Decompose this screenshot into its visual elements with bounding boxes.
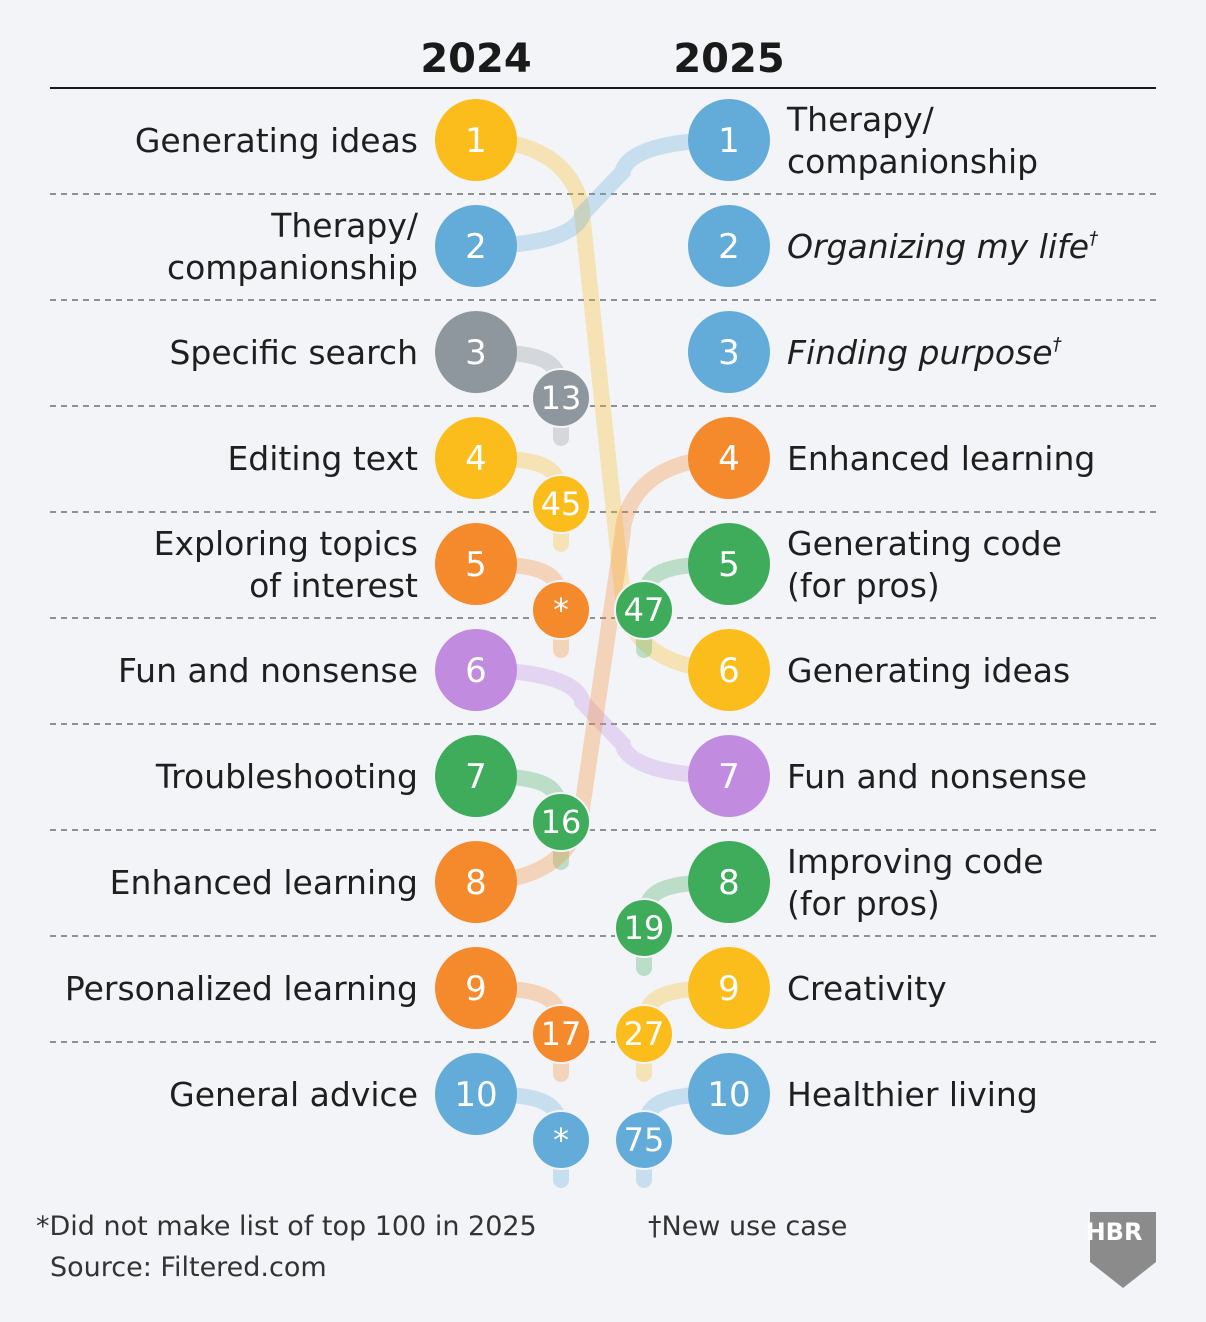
rank-change-ribbon [468, 662, 737, 784]
rank-2025-circle [688, 417, 770, 499]
rank-2025-number: 5 [718, 545, 740, 585]
rank-2024-circle [435, 1053, 517, 1135]
label-2025-line: Improving code [787, 842, 1044, 881]
new-use-case-dagger: † [1053, 334, 1063, 355]
footnote-dagger: †New use case [648, 1211, 847, 1242]
off-chart-rank-marker [531, 580, 591, 640]
label-2024-line: Enhanced learning [110, 863, 418, 902]
label-2025-line: Generating ideas [787, 651, 1070, 690]
label-2024-line: Specific search [169, 333, 418, 372]
rank-2025-number: 6 [718, 651, 740, 691]
rank-2024-circle [435, 523, 517, 605]
rank-2025-circle [688, 947, 770, 1029]
label-2024-line: Editing text [227, 439, 418, 478]
rank-2025-number: 1 [718, 121, 740, 161]
off-chart-rank-label: 16 [541, 803, 582, 841]
rank-2024-circle [435, 947, 517, 1029]
rank-2025-number: 8 [718, 863, 740, 903]
label-2024-line: Personalized learning [65, 969, 418, 1008]
label-2025-line: Therapy/ [786, 100, 935, 139]
rank-2025-circle [688, 99, 770, 181]
rank-2024-number: 7 [465, 757, 487, 797]
label-2024-line: General advice [169, 1075, 418, 1114]
off-chart-rank-label: * [553, 591, 569, 629]
rank-2025-number: 9 [718, 969, 740, 1009]
label-2025-line: companionship [787, 142, 1038, 181]
off-chart-rank-marker [531, 1004, 591, 1064]
rank-2024-circle [435, 735, 517, 817]
column-header-2025: 2025 [673, 36, 784, 82]
label-2024-line: Troubleshooting [155, 757, 418, 796]
rank-2024-number: 9 [465, 969, 487, 1009]
rank-2024-circle [435, 99, 517, 181]
rank-2024-number: 3 [465, 333, 487, 373]
rank-2024-number: 5 [465, 545, 487, 585]
rank-2025-number: 3 [718, 333, 740, 373]
label-2025-line: Finding purpose† [787, 333, 1063, 372]
rank-2024-circle [435, 629, 517, 711]
hbr-logo-text: HBR [1086, 1218, 1143, 1246]
rank-2024-number: 2 [465, 227, 487, 267]
off-chart-rank-marker [614, 898, 674, 958]
off-chart-rank-label: 47 [624, 591, 665, 629]
rank-2024-number: 10 [454, 1075, 497, 1115]
off-chart-rank-marker [531, 1110, 591, 1170]
rank-2025-number: 10 [707, 1075, 750, 1115]
off-chart-rank-marker [614, 580, 674, 640]
label-2025-line: Fun and nonsense [787, 757, 1087, 796]
label-2025-line: (for pros) [787, 884, 940, 923]
label-2024-line: Exploring topics [154, 524, 418, 563]
label-2024-line: Fun and nonsense [118, 651, 418, 690]
rank-2025-circle [688, 311, 770, 393]
off-chart-rank-label: 27 [624, 1015, 665, 1053]
rank-change-ribbon [468, 132, 737, 678]
rank-2024-circle [435, 205, 517, 287]
label-2025-line: Healthier living [787, 1075, 1038, 1114]
footnote-source: Source: Filtered.com [50, 1252, 327, 1283]
label-2025-line: Organizing my life† [787, 227, 1099, 266]
label-2024-line: Therapy/ [270, 206, 419, 245]
off-chart-rank-marker [531, 474, 591, 534]
off-chart-rank-label: 19 [624, 909, 665, 947]
off-chart-rank-marker [614, 1004, 674, 1064]
off-chart-rank-label: 45 [541, 485, 582, 523]
rank-2024-number: 6 [465, 651, 487, 691]
rank-2025-circle [688, 841, 770, 923]
off-chart-rank-marker [531, 792, 591, 852]
label-2024-line: Generating ideas [135, 121, 418, 160]
label-2025-line: (for pros) [787, 566, 940, 605]
off-chart-rank-label: 13 [541, 379, 582, 417]
rank-2024-number: 4 [465, 439, 487, 479]
rank-2024-number: 8 [465, 863, 487, 903]
rank-2025-circle [688, 735, 770, 817]
rank-2024-circle [435, 417, 517, 499]
rank-2024-circle [435, 841, 517, 923]
label-2024-line: companionship [167, 248, 418, 287]
label-2025-line: Enhanced learning [787, 439, 1095, 478]
rank-change-ribbon [468, 132, 737, 254]
rank-2024-circle [435, 311, 517, 393]
off-chart-rank-label: 75 [624, 1121, 665, 1159]
rank-2025-number: 2 [718, 227, 740, 267]
rank-2025-circle [688, 1053, 770, 1135]
off-chart-rank-label: * [553, 1121, 569, 1159]
rank-2025-circle [688, 523, 770, 605]
label-2025-line: Generating code [787, 524, 1062, 563]
off-chart-rank-marker [531, 368, 591, 428]
footnote-asterisk: *Did not make list of top 100 in 2025 [36, 1211, 537, 1242]
off-chart-rank-marker [614, 1110, 674, 1170]
rank-2025-circle [688, 629, 770, 711]
rank-2025-number: 4 [718, 439, 740, 479]
off-chart-rank-label: 17 [541, 1015, 582, 1053]
label-2025-line: Creativity [787, 969, 947, 1008]
new-use-case-dagger: † [1089, 228, 1099, 249]
column-header-2024: 2024 [420, 36, 531, 82]
hbr-logo: HBR [1086, 1212, 1156, 1288]
rank-2025-circle [688, 205, 770, 287]
rank-2024-number: 1 [465, 121, 487, 161]
label-2024-line: of interest [249, 566, 418, 605]
rank-2025-number: 7 [718, 757, 740, 797]
